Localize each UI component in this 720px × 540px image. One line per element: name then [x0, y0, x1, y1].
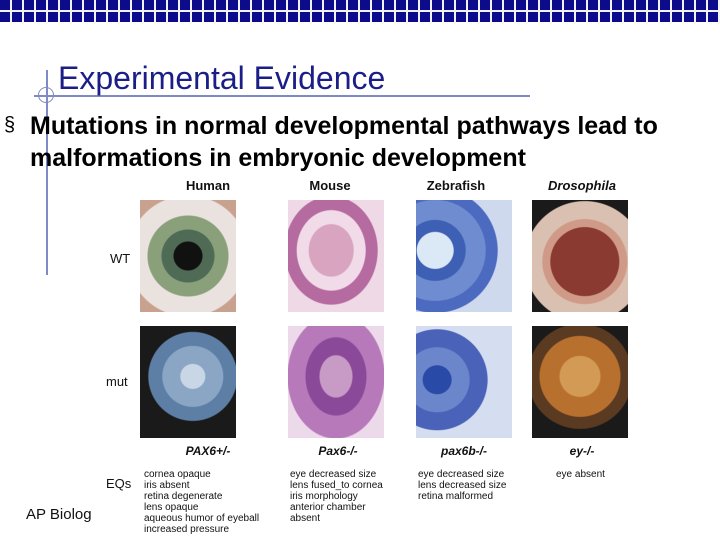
drosophila-wt-eye-image — [532, 200, 628, 312]
eq-mouse: eye decreased size lens fused_to cornea … — [290, 469, 383, 524]
decorative-horizontal-line — [34, 95, 530, 97]
eq-drosophila: eye absent — [556, 469, 605, 480]
row-label-mut: mut — [106, 374, 128, 389]
mutant-label-drosophila: ey-/- — [569, 444, 595, 458]
crosshair-icon — [38, 87, 54, 103]
slide-title: Experimental Evidence — [58, 60, 386, 96]
zebrafish-mut-eye-image — [416, 326, 512, 438]
drosophila-mut-eye-image — [532, 326, 628, 438]
mutant-label-zebrafish: pax6b-/- — [440, 444, 487, 458]
mutant-label-mouse: Pax6-/- — [318, 444, 358, 458]
zebrafish-wt-eye-image — [416, 200, 512, 312]
decorative-vertical-line — [46, 70, 48, 275]
column-header-mouse: Mouse — [309, 178, 351, 193]
bullet-text: Mutations in normal developmental pathwa… — [30, 110, 720, 174]
column-header-human: Human — [185, 178, 231, 193]
eq-zebrafish: eye decreased size lens decreased size r… — [418, 469, 507, 502]
mouse-mut-eye-image — [288, 326, 384, 438]
bullet-line-1: Mutations in normal developmental pathwa… — [30, 112, 658, 140]
column-header-drosophila: Drosophila — [548, 178, 616, 193]
row-label-wt: WT — [110, 251, 131, 266]
mutant-label-human: PAX6+/- — [185, 444, 231, 458]
human-wt-eye-image — [140, 200, 236, 312]
column-header-zebrafish: Zebrafish — [426, 178, 486, 193]
eye-comparison-figure: Human Mouse Zebrafish Drosophila WT mut … — [100, 178, 640, 540]
bullet-line-2: malformations in embryonic development — [30, 144, 526, 172]
mouse-wt-eye-image — [288, 200, 384, 312]
human-mut-eye-image — [140, 326, 236, 438]
row-label-eqs: EQs — [106, 476, 132, 491]
eq-human: cornea opaque iris absent retina degener… — [144, 469, 260, 535]
footer-text: AP Biolog — [26, 506, 92, 523]
top-banner — [0, 0, 720, 22]
bullet-icon: § — [4, 114, 16, 136]
